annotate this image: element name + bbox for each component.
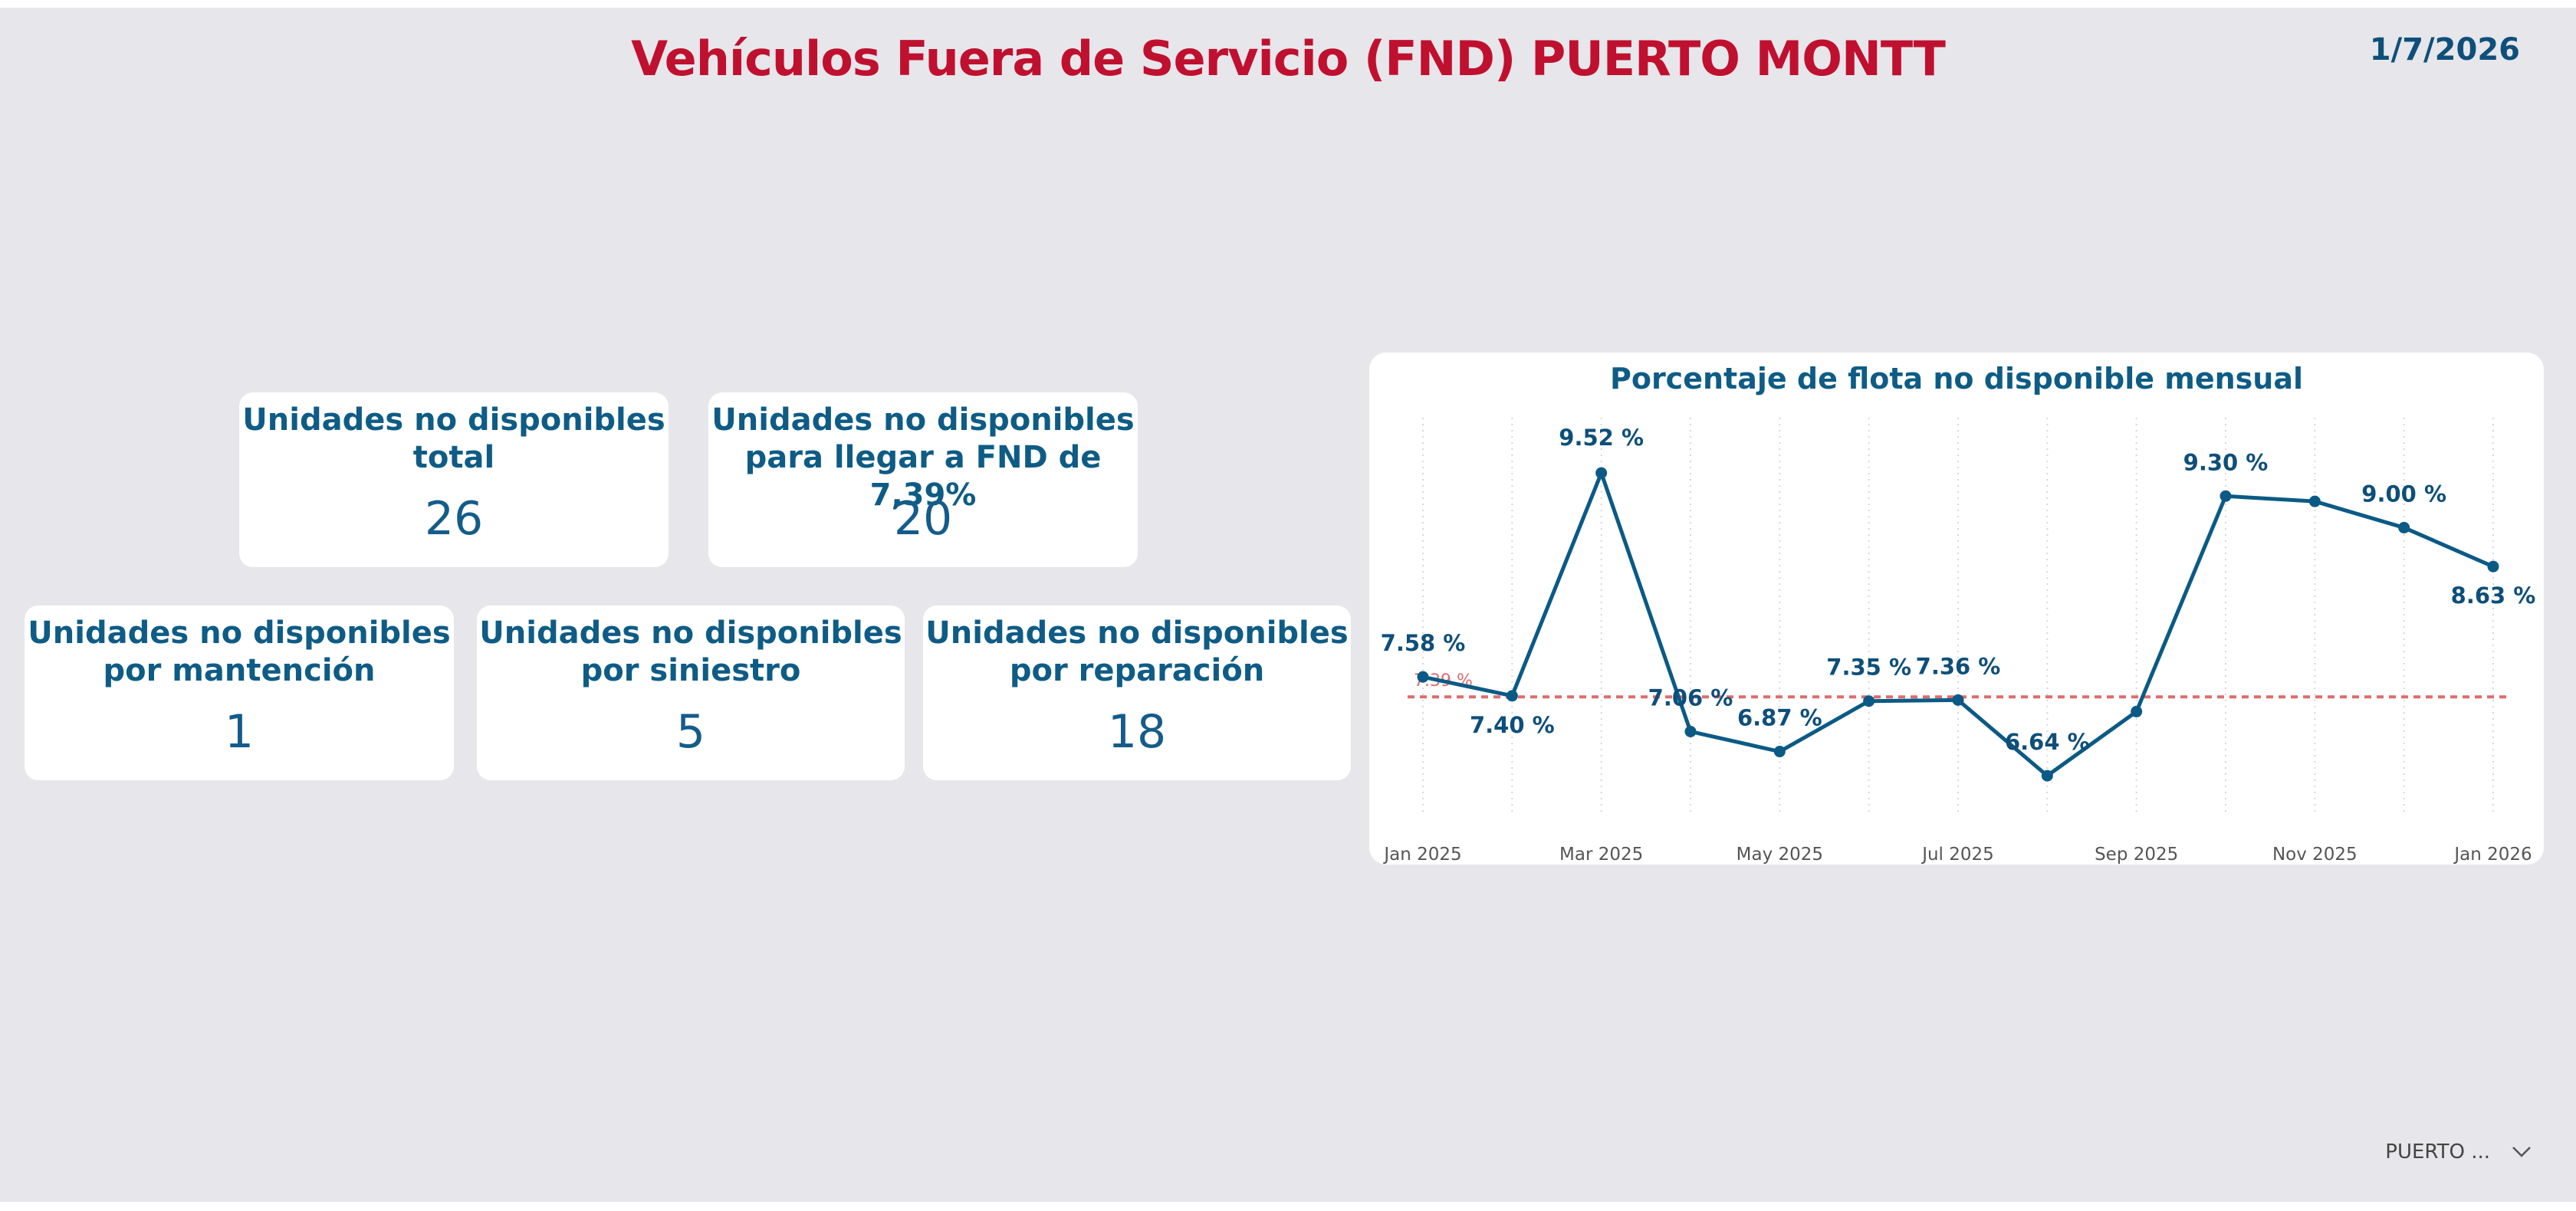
data-point bbox=[2398, 521, 2410, 533]
card-title-line1: Unidades no disponibles bbox=[711, 402, 1135, 438]
data-label: 7.58 % bbox=[1381, 630, 1466, 656]
data-label: 7.36 % bbox=[1916, 653, 2001, 679]
data-point bbox=[2220, 490, 2232, 502]
data-point bbox=[2487, 560, 2499, 573]
line-chart-panel[interactable]: Porcentaje de flota no disponible mensua… bbox=[1369, 353, 2544, 865]
card-value: 20 bbox=[893, 492, 953, 546]
data-label: 9.52 % bbox=[1559, 425, 1644, 451]
card-title: Unidades no disponibles por reparación bbox=[923, 615, 1351, 690]
data-label: 7.40 % bbox=[1470, 712, 1555, 738]
card-title-line2: para llegar a FND de 7,39% bbox=[744, 440, 1102, 513]
series-line bbox=[1422, 471, 2494, 778]
x-tick-label: Jan 2026 bbox=[2453, 845, 2532, 865]
card-value: 5 bbox=[675, 705, 706, 759]
card-title-line1: Unidades no disponibles bbox=[925, 615, 1349, 651]
card-title-line1: Unidades no disponibles bbox=[28, 615, 451, 651]
page-title: Vehículos Fuera de Servicio (FND) PUERTO… bbox=[631, 31, 1946, 87]
card-total-unavailable[interactable]: Unidades no disponibles total 26 bbox=[239, 392, 669, 567]
card-title-line1: Unidades no disponibles bbox=[242, 402, 665, 438]
data-point bbox=[1684, 725, 1697, 737]
card-repair[interactable]: Unidades no disponibles por reparación 1… bbox=[923, 606, 1351, 780]
card-title-line2: por mantención bbox=[103, 653, 376, 688]
location-slicer[interactable]: PUERTO ... bbox=[2385, 1140, 2532, 1163]
x-tick-label: May 2025 bbox=[1737, 845, 1823, 865]
card-value: 18 bbox=[1107, 705, 1167, 759]
data-point bbox=[1506, 690, 1518, 702]
data-point bbox=[2041, 770, 2053, 782]
data-label: 6.87 % bbox=[1737, 705, 1822, 731]
data-point bbox=[1595, 467, 1608, 479]
x-tick-label: Nov 2025 bbox=[2272, 845, 2358, 865]
card-title-line2: total bbox=[412, 440, 495, 475]
x-tick-label: Jul 2025 bbox=[1921, 845, 1994, 865]
card-title: Unidades no disponibles para llegar a FN… bbox=[708, 402, 1138, 514]
data-point bbox=[1773, 746, 1786, 758]
data-label: 7.35 % bbox=[1826, 655, 1911, 681]
data-point bbox=[1417, 671, 1429, 683]
x-tick-label: Jan 2025 bbox=[1382, 845, 1461, 865]
data-label: 9.30 % bbox=[2183, 449, 2269, 475]
data-label: 8.63 % bbox=[2451, 583, 2536, 609]
card-title-line2: por reparación bbox=[1009, 653, 1265, 688]
data-point bbox=[2131, 705, 2143, 717]
card-title-line2: por siniestro bbox=[580, 653, 801, 688]
data-label: 6.64 % bbox=[2005, 729, 2090, 755]
card-title-line1: Unidades no disponibles bbox=[479, 615, 902, 651]
data-point bbox=[1952, 694, 1964, 706]
data-label: 7.06 % bbox=[1648, 684, 1733, 711]
report-canvas: Vehículos Fuera de Servicio (FND) PUERTO… bbox=[0, 8, 2576, 1202]
x-tick-label: Mar 2025 bbox=[1559, 845, 1643, 865]
data-point bbox=[2308, 495, 2321, 507]
card-title: Unidades no disponibles por siniestro bbox=[477, 615, 905, 690]
card-value: 1 bbox=[224, 705, 255, 759]
slicer-selected-value: PUERTO ... bbox=[2385, 1140, 2490, 1163]
line-chart: 7.39 %7.58 %7.40 %9.52 %7.06 %6.87 %7.35… bbox=[1381, 418, 2536, 865]
card-title: Unidades no disponibles por mantención bbox=[25, 615, 454, 690]
chart-title: Porcentaje de flota no disponible mensua… bbox=[1609, 362, 2303, 395]
card-value: 26 bbox=[424, 492, 484, 546]
card-title: Unidades no disponibles total bbox=[239, 402, 669, 477]
data-label: 9.00 % bbox=[2361, 481, 2446, 507]
x-tick-label: Sep 2025 bbox=[2095, 845, 2178, 865]
card-units-to-target[interactable]: Unidades no disponibles para llegar a FN… bbox=[708, 392, 1138, 567]
data-point bbox=[1863, 695, 1875, 707]
card-accident[interactable]: Unidades no disponibles por siniestro 5 bbox=[477, 606, 905, 780]
card-maintenance[interactable]: Unidades no disponibles por mantención 1 bbox=[25, 606, 454, 780]
report-date: 1/7/2026 bbox=[2369, 32, 2520, 67]
chevron-down-icon[interactable] bbox=[2512, 1146, 2532, 1158]
